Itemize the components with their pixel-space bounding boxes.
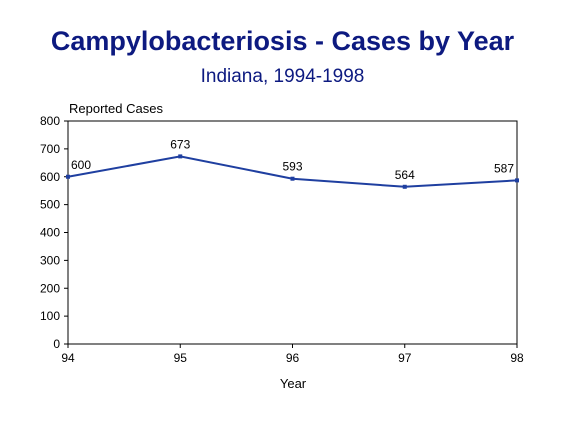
data-label: 593 xyxy=(282,160,302,174)
data-point xyxy=(178,154,183,159)
x-tick-label: 95 xyxy=(174,351,188,365)
chart-subtitle: Indiana, 1994-1998 xyxy=(200,66,365,87)
y-tick-label: 800 xyxy=(40,114,60,128)
chart-title: Campylobacteriosis - Cases by Year xyxy=(50,26,515,56)
data-label: 564 xyxy=(395,168,415,182)
y-tick-label: 200 xyxy=(40,281,60,295)
x-axis-label: Year xyxy=(280,376,307,391)
y-tick-label: 0 xyxy=(53,337,60,351)
y-tick-label: 500 xyxy=(40,198,60,212)
y-tick-label: 700 xyxy=(40,142,60,156)
y-tick-label: 600 xyxy=(40,170,60,184)
x-tick-label: 96 xyxy=(286,351,300,365)
y-tick-label: 300 xyxy=(40,253,60,267)
data-point xyxy=(290,176,295,181)
plot-area-frame xyxy=(67,120,518,345)
data-label: 600 xyxy=(71,158,91,172)
y-axis-label: Reported Cases xyxy=(69,101,163,116)
y-tick-label: 100 xyxy=(40,309,60,323)
data-point xyxy=(402,184,407,189)
data-label: 673 xyxy=(170,137,190,151)
y-axis: 0 100 200 300 400 500 600 700 800 xyxy=(40,114,68,351)
x-tick-label: 97 xyxy=(398,351,412,365)
data-point xyxy=(66,174,70,179)
x-tick-label: 98 xyxy=(510,351,524,365)
x-axis: 94 95 96 97 98 xyxy=(61,344,524,365)
y-tick-label: 400 xyxy=(40,226,60,240)
x-tick-label: 94 xyxy=(61,351,75,365)
data-points xyxy=(66,154,519,189)
data-point xyxy=(515,178,519,183)
data-labels: 600 673 593 564 587 xyxy=(71,137,514,181)
data-label: 587 xyxy=(494,161,514,175)
